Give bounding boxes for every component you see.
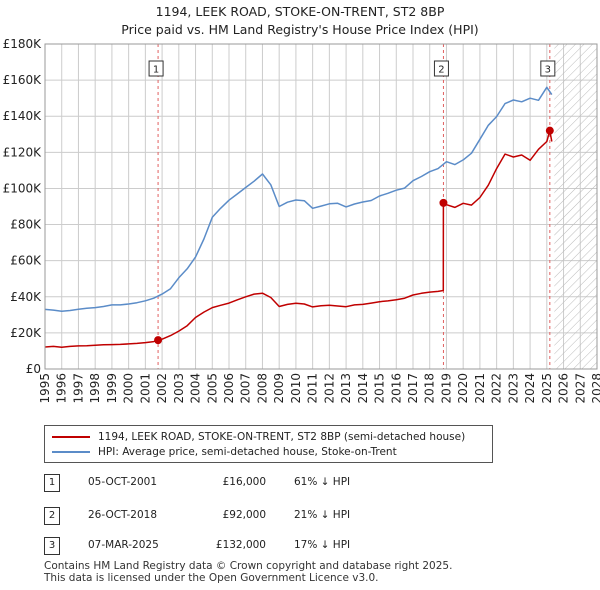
x-tick-label: 2021 (473, 373, 487, 404)
x-tick-label: 2011 (306, 373, 320, 404)
x-tick-label: 2022 (490, 373, 504, 404)
table-row: 3 07-MAR-2025 £132,000 17% ↓ HPI (44, 537, 424, 555)
axes: £0 £20K £40K £60K £80K £100K £120K £140K £160K £1… (3, 37, 600, 404)
x-tick-label: 1996 (55, 373, 69, 404)
x-tick-label: 2027 (573, 373, 587, 404)
x-tick-label: 2005 (205, 373, 219, 404)
y-tick-label: £0 (26, 362, 41, 376)
x-tick-label: 2008 (255, 373, 269, 404)
sale-markers: 1 2 3 (148, 60, 556, 345)
table-row: 2 26-OCT-2018 £92,000 21% ↓ HPI (44, 507, 424, 525)
sale-price: £132,000 (215, 539, 266, 551)
x-tick-label: 2025 (540, 373, 554, 404)
y-tick-label: £20K (10, 326, 42, 340)
x-tick-label: 2004 (189, 373, 203, 404)
x-tick-label: 2028 (590, 373, 600, 404)
x-tick-label: 2002 (155, 373, 169, 404)
x-tick-label: 2014 (356, 373, 370, 404)
sale-number-badge: 2 (44, 507, 60, 525)
plot-border (44, 43, 598, 370)
footer: Contains HM Land Registry data © Crown c… (44, 560, 452, 584)
legend-label-property: 1194, LEEK ROAD, STOKE-ON-TRENT, ST2 8BP… (98, 431, 466, 443)
y-tick-label: £80K (10, 218, 42, 232)
sale-hpi-diff: 61% ↓ HPI (294, 476, 351, 488)
sale-point (154, 336, 163, 345)
grid (44, 43, 598, 370)
series-line-property (44, 129, 553, 348)
x-tick-label: 2018 (423, 373, 437, 404)
y-tick-label: £100K (3, 181, 43, 195)
y-tick-label: £180K (3, 37, 43, 51)
sale-hpi-diff: 17% ↓ HPI (294, 539, 351, 551)
sale-date: 05-OCT-2001 (88, 476, 157, 488)
x-tick-label: 1995 (38, 373, 52, 404)
table-row: 1 05-OCT-2001 £16,000 61% ↓ HPI (44, 474, 424, 492)
future-hatch (554, 44, 597, 369)
series-lines (44, 86, 553, 348)
sale-date: 26-OCT-2018 (88, 509, 157, 521)
sale-hpi-diff: 21% ↓ HPI (294, 509, 351, 521)
x-tick-label: 2003 (172, 373, 186, 404)
chart-title: 1194, LEEK ROAD, STOKE-ON-TRENT, ST2 8BP (155, 4, 445, 19)
x-tick-label: 2015 (373, 373, 387, 404)
x-tick-label: 2024 (523, 373, 537, 404)
x-tick-label: 2017 (406, 373, 420, 404)
x-tick-label: 2006 (222, 373, 236, 404)
sale-label-text: 1 (153, 65, 159, 76)
footer-copyright: Contains HM Land Registry data © Crown c… (44, 560, 453, 572)
x-tick-label: 2012 (322, 373, 336, 404)
y-tick-label: £160K (3, 73, 43, 87)
sale-label-box (540, 60, 556, 77)
x-tick-label: 2001 (138, 373, 152, 404)
x-tick-label: 2013 (339, 373, 353, 404)
legend-item-hpi: HPI: Average price, semi-detached house,… (52, 445, 397, 459)
chart-subtitle: Price paid vs. HM Land Registry's House … (121, 22, 479, 37)
legend-swatch-hpi (52, 451, 90, 453)
sale-label-text: 3 (545, 65, 551, 76)
footer-licence: This data is licensed under the Open Gov… (44, 572, 379, 584)
legend-item-property: 1194, LEEK ROAD, STOKE-ON-TRENT, ST2 8BP… (52, 430, 465, 444)
x-tick-label: 2007 (239, 373, 253, 404)
x-tick-label: 2000 (122, 373, 136, 404)
sale-point (545, 126, 554, 135)
legend-swatch-property (52, 436, 90, 438)
x-tick-label: 2009 (272, 373, 286, 404)
y-tick-label: £60K (10, 254, 42, 268)
sale-number-badge: 1 (44, 474, 60, 492)
x-tick-label: 2016 (389, 373, 403, 404)
sale-price: £92,000 (222, 509, 266, 521)
x-tick-label: 2010 (289, 373, 303, 404)
sale-date: 07-MAR-2025 (88, 539, 159, 551)
x-tick-label: 1999 (105, 373, 119, 404)
y-tick-label: £140K (3, 109, 43, 123)
x-tick-label: 1997 (71, 373, 85, 404)
y-tick-label: £120K (3, 145, 43, 159)
x-tick-label: 2020 (456, 373, 470, 404)
future-hatch-region (554, 44, 597, 369)
sale-label-box (148, 60, 164, 77)
legend-label-hpi: HPI: Average price, semi-detached house,… (98, 446, 397, 458)
x-tick-label: 2019 (439, 373, 453, 404)
series-line-hpi (44, 86, 553, 312)
x-tick-label: 2023 (506, 373, 520, 404)
x-tick-label: 2026 (557, 373, 571, 404)
y-tick-label: £40K (10, 290, 42, 304)
sale-label-text: 2 (438, 65, 444, 76)
chart-title-block: 1194, LEEK ROAD, STOKE-ON-TRENT, ST2 8BP… (0, 3, 600, 39)
price-chart: 1 2 3 £0 £20K £40K £60K £80K £100K £120K £140K £16… (3, 37, 600, 404)
sale-number-badge: 3 (44, 537, 60, 555)
sale-label-box (433, 60, 449, 77)
sale-point (439, 198, 448, 207)
x-tick-label: 1998 (88, 373, 102, 404)
sale-price: £16,000 (222, 476, 266, 488)
legend: 1194, LEEK ROAD, STOKE-ON-TRENT, ST2 8BP… (44, 425, 493, 463)
